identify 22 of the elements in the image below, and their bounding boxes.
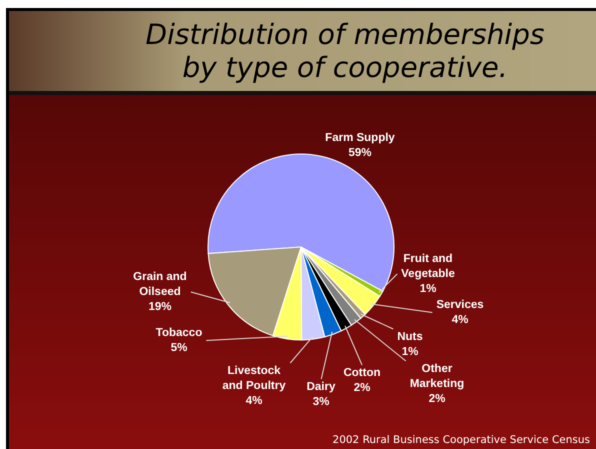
- data-label: 3%: [312, 396, 330, 408]
- slice-label: Other Marketing: [410, 363, 464, 390]
- slice-label: Nuts: [397, 331, 423, 343]
- data-label: 59%: [348, 147, 372, 159]
- slice-label: Tobacco: [156, 327, 202, 339]
- data-label: 5%: [170, 342, 188, 354]
- slice-label: Farm Supply: [325, 132, 396, 144]
- chart-title: Distribution of memberships by type of cooperative.: [146, 18, 544, 84]
- slice-label: Grain and Oilseed: [133, 271, 187, 298]
- data-label: 4%: [246, 395, 262, 407]
- data-label: 4%: [452, 314, 468, 326]
- slice-label: Dairy: [306, 381, 336, 393]
- data-label: 1%: [402, 346, 418, 358]
- slice-label: Fruit and Vegetable: [401, 253, 455, 280]
- data-label: 2%: [354, 382, 370, 394]
- slice-label: Livestock and Poultry: [222, 365, 286, 392]
- text: 2002 Rural Business Cooperative Service Census: [332, 434, 590, 446]
- data-label: 1%: [420, 283, 436, 295]
- slice-label: Cotton: [343, 367, 381, 379]
- data-label: 19%: [148, 301, 172, 313]
- slice-label: Services: [436, 299, 484, 311]
- data-label: 2%: [428, 393, 446, 405]
